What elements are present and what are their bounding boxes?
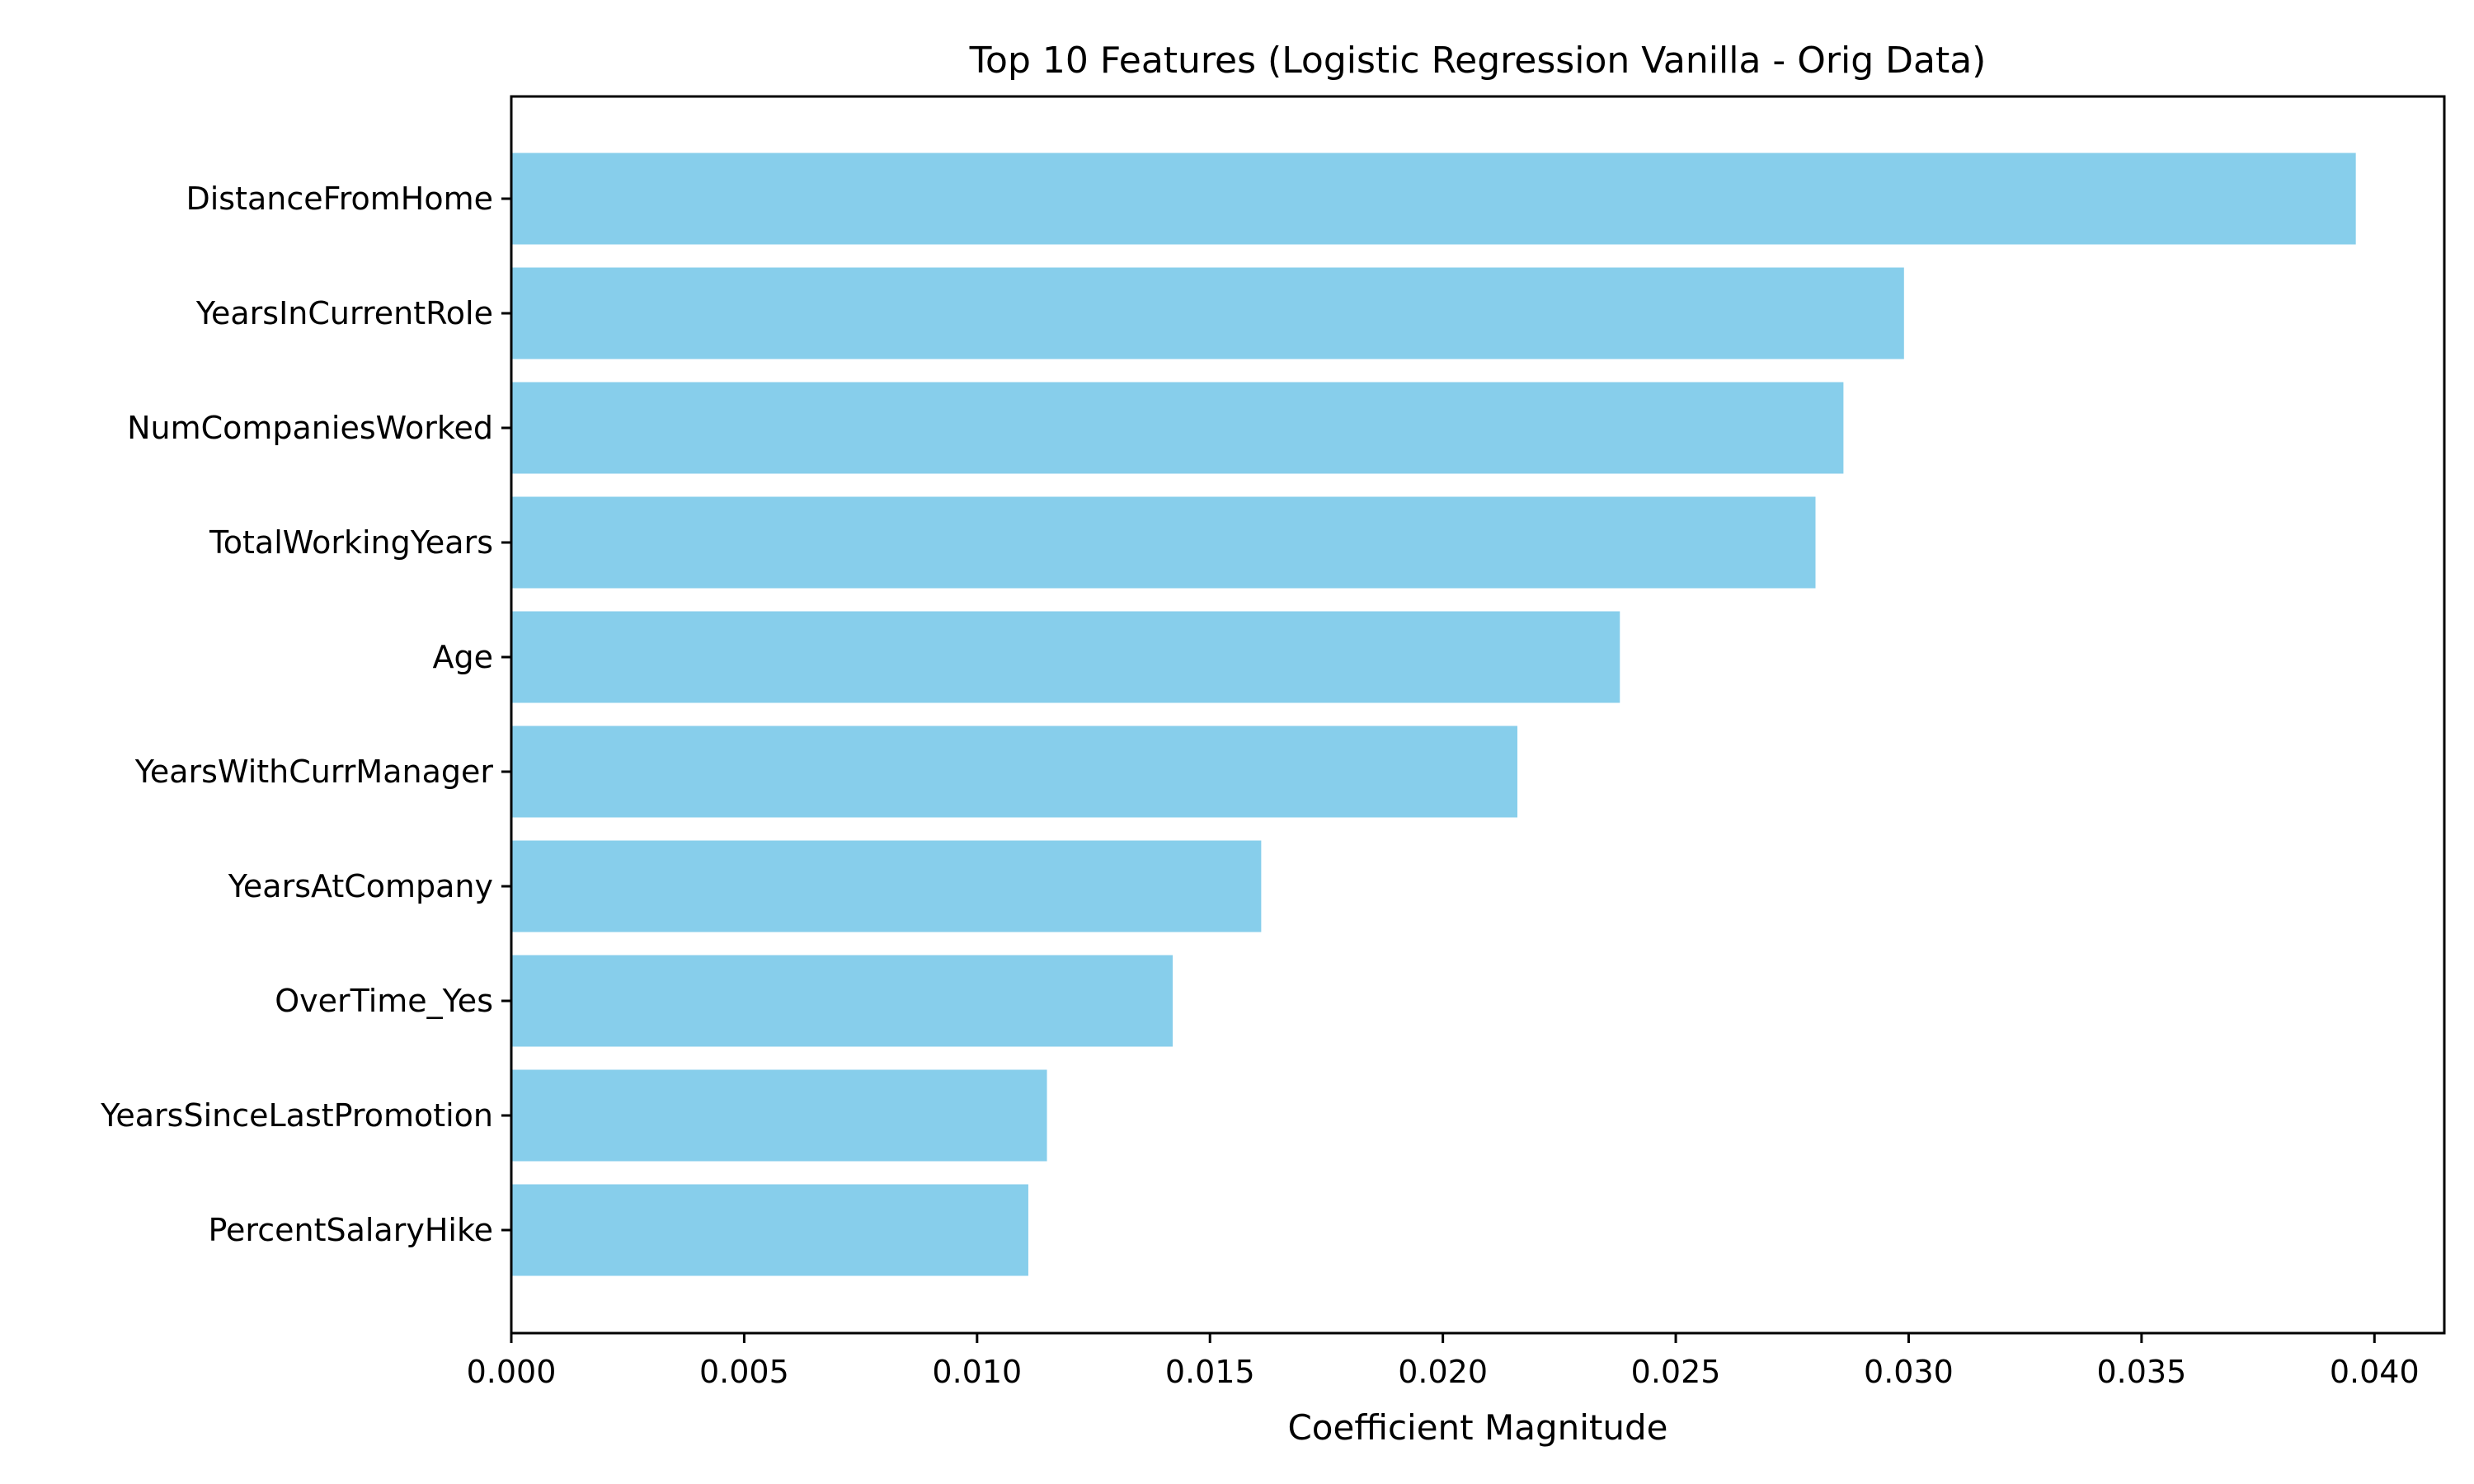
x-axis: 0.000 0.005 0.010 0.015 0.020 0.025 0.030 0.035… bbox=[467, 1333, 2420, 1390]
y-tick-label: Age bbox=[433, 639, 494, 675]
y-tick-label: YearsSinceLastPromotion bbox=[100, 1097, 493, 1134]
y-tick-label: OverTime_Yes bbox=[275, 983, 493, 1019]
x-tick-label: 0.010 bbox=[932, 1354, 1022, 1390]
bar-5 bbox=[511, 726, 1518, 818]
x-tick-label: 0.005 bbox=[699, 1354, 789, 1390]
y-tick-label: YearsInCurrentRole bbox=[195, 295, 493, 331]
chart-title: Top 10 Features (Logistic Regression Van… bbox=[969, 40, 1987, 82]
y-tick-label: PercentSalaryHike bbox=[208, 1212, 493, 1248]
bars-layer bbox=[511, 153, 2356, 1276]
bar-3 bbox=[511, 496, 1816, 589]
y-tick-label: YearsAtCompany bbox=[228, 868, 493, 904]
x-tick-label: 0.015 bbox=[1165, 1354, 1255, 1390]
y-tick-label: DistanceFromHome bbox=[186, 181, 493, 217]
x-tick-label: 0.040 bbox=[2330, 1354, 2420, 1390]
y-tick-label: YearsWithCurrManager bbox=[134, 754, 494, 790]
y-tick-label: TotalWorkingYears bbox=[209, 524, 493, 561]
y-axis: DistanceFromHome YearsInCurrentRole NumCom… bbox=[100, 181, 511, 1248]
bar-1 bbox=[511, 267, 1904, 359]
x-tick-label: 0.030 bbox=[1864, 1354, 1954, 1390]
x-tick-label: 0.025 bbox=[1631, 1354, 1721, 1390]
x-axis-label: Coefficient Magnitude bbox=[1287, 1407, 1667, 1448]
bar-2 bbox=[511, 382, 1844, 474]
bar-7 bbox=[511, 955, 1174, 1047]
bar-6 bbox=[511, 840, 1262, 932]
x-tick-label: 0.035 bbox=[2096, 1354, 2186, 1390]
x-tick-label: 0.000 bbox=[467, 1354, 557, 1390]
bar-4 bbox=[511, 611, 1620, 703]
x-tick-label: 0.020 bbox=[1398, 1354, 1488, 1390]
bar-0 bbox=[511, 153, 2356, 245]
y-tick-label: NumCompaniesWorked bbox=[127, 410, 493, 446]
plot-frame bbox=[510, 95, 2446, 1335]
bar-9 bbox=[511, 1184, 1028, 1276]
bar-8 bbox=[511, 1069, 1047, 1162]
